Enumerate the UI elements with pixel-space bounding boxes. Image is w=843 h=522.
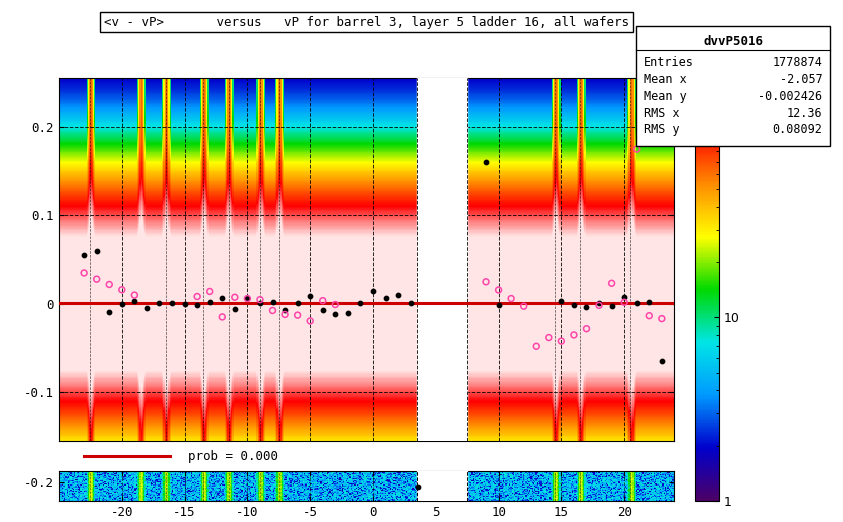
Point: [191, 301, 204, 309]
Point: [253, 299, 266, 307]
Text: dvvP5016: dvvP5016: [703, 34, 764, 48]
Point: [228, 305, 242, 313]
Point: [491, 301, 505, 310]
Point: [504, 294, 518, 303]
Point: [78, 269, 91, 277]
Point: [316, 305, 330, 314]
Point: [329, 310, 342, 318]
Point: [411, 483, 425, 492]
Point: [165, 299, 179, 307]
Point: [630, 299, 643, 307]
Point: [90, 275, 104, 283]
Point: [366, 287, 379, 295]
Text: <v - vP>       versus   vP for barrel 3, layer 5 ladder 16, all wafers: <v - vP> versus vP for barrel 3, layer 5…: [105, 16, 629, 29]
Point: [140, 304, 153, 312]
Bar: [417, 471, 467, 501]
Point: [240, 294, 254, 303]
Bar: [417, 78, 467, 441]
Point: [379, 294, 392, 302]
Point: [103, 308, 116, 316]
Point: [266, 306, 279, 315]
Point: [90, 247, 104, 255]
Point: [605, 302, 619, 311]
Text: -2.057: -2.057: [780, 73, 823, 86]
Point: [642, 298, 656, 306]
Point: [115, 300, 128, 308]
Point: [291, 311, 304, 319]
Point: [178, 300, 191, 308]
Point: [203, 298, 217, 306]
Point: [542, 334, 556, 342]
Point: [341, 309, 355, 317]
Point: [491, 286, 505, 294]
Point: [617, 298, 631, 306]
Point: [253, 295, 266, 304]
Point: [480, 278, 493, 286]
Text: Entries: Entries: [644, 56, 694, 69]
Point: [266, 298, 279, 306]
Point: [103, 280, 116, 289]
Point: [228, 293, 242, 301]
Point: [655, 314, 668, 323]
Point: [529, 342, 543, 350]
Point: [480, 158, 493, 167]
Point: [203, 287, 217, 295]
Point: [216, 313, 229, 321]
Text: RMS x: RMS x: [644, 106, 679, 120]
Point: [593, 301, 606, 310]
Text: -0.002426: -0.002426: [759, 90, 823, 103]
Text: 1778874: 1778874: [773, 56, 823, 69]
Point: [303, 292, 317, 300]
Point: [404, 299, 417, 307]
Point: [303, 317, 317, 325]
Point: [642, 312, 656, 320]
Point: [316, 296, 330, 305]
Point: [555, 296, 568, 305]
Point: [127, 296, 141, 305]
FancyBboxPatch shape: [636, 26, 830, 146]
Text: 12.36: 12.36: [787, 106, 823, 120]
Point: [329, 300, 342, 309]
Point: [354, 299, 368, 307]
Text: Mean x: Mean x: [644, 73, 687, 86]
Point: [153, 299, 166, 307]
Point: [605, 279, 619, 288]
Point: [191, 292, 204, 301]
Text: 0.08092: 0.08092: [773, 123, 823, 136]
Point: [278, 306, 292, 314]
Point: [78, 251, 91, 259]
Text: prob = 0.000: prob = 0.000: [188, 450, 278, 463]
Point: [567, 301, 581, 310]
Point: [580, 303, 593, 311]
Point: [391, 291, 405, 299]
Point: [278, 310, 292, 318]
Point: [115, 286, 128, 294]
Point: [555, 337, 568, 345]
Point: [127, 291, 141, 299]
Point: [216, 293, 229, 302]
Point: [240, 294, 254, 303]
Text: RMS y: RMS y: [644, 123, 679, 136]
Point: [567, 331, 581, 339]
Point: [517, 302, 530, 311]
Point: [655, 357, 668, 365]
Point: [580, 325, 593, 333]
Point: [630, 145, 643, 153]
Point: [593, 299, 606, 307]
Point: [617, 293, 631, 301]
Point: [291, 299, 304, 307]
Text: Mean y: Mean y: [644, 90, 687, 103]
